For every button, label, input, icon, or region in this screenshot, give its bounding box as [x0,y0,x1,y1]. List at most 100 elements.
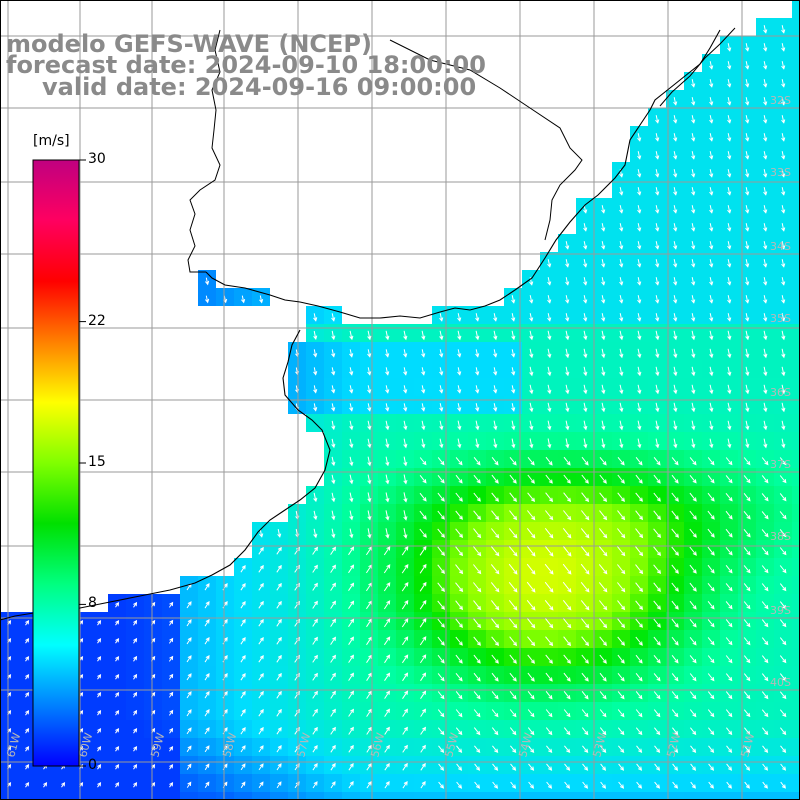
wind-arrow [455,600,464,611]
wind-arrow [204,655,210,663]
wind-speed-cell [162,738,180,756]
wind-arrow [761,529,769,538]
wind-arrow [727,97,732,106]
wind-speed-cell [738,792,756,800]
wind-arrow [781,61,786,70]
wind-arrow [527,709,535,718]
wind-speed-cell [792,54,800,72]
wind-arrow [671,618,679,628]
wind-arrow [276,564,282,573]
wind-arrow [655,205,660,214]
wind-arrow [599,709,607,718]
wind-arrow [437,691,445,700]
wind-speed-cell [432,648,450,666]
wind-speed-cell [684,540,702,558]
wind-speed-cell [432,756,450,774]
wind-arrow [617,654,625,664]
wind-arrow [133,781,138,788]
wind-arrow [709,330,714,341]
wind-arrow [508,581,518,593]
wind-speed-cell [522,558,540,576]
wind-arrow [745,25,750,34]
wind-arrow [780,727,787,736]
wind-speed-cell [450,504,468,522]
wind-arrow [745,366,750,377]
wind-arrow [689,564,697,574]
wind-arrow [439,420,444,431]
wind-speed-cell [576,558,594,576]
wind-arrow [348,744,354,753]
wind-arrow [544,563,554,575]
wind-speed-cell [666,666,684,684]
wind-arrow [635,636,643,646]
wind-speed-cell [648,594,666,612]
longitude-label: 52W [664,731,683,759]
wind-arrow [456,781,463,789]
wind-speed-cell [630,756,648,774]
wind-speed-cell [126,792,144,800]
wind-arrow [133,637,138,644]
wind-speed-cell [180,792,198,800]
wind-speed-cell [648,486,666,504]
wind-arrow [779,601,787,610]
wind-arrow [401,636,409,646]
wind-arrow [601,402,606,413]
wind-arrow [672,781,679,789]
wind-arrow [690,727,697,736]
wind-arrow [761,457,769,466]
wind-arrow [490,582,500,593]
wind-speed-cell [54,792,72,800]
wind-arrow [709,151,714,160]
wind-arrow [601,241,606,250]
wind-speed-cell [468,450,486,468]
wind-arrow [204,745,210,753]
wind-arrow [654,781,661,789]
wind-arrow [509,636,518,647]
wind-speed-cell [0,756,18,774]
wind-arrow [635,582,644,593]
wind-arrow [133,673,138,680]
wind-arrow [727,43,732,52]
wind-arrow [781,241,786,250]
wind-arrow [493,438,498,449]
wind-speed-cell [504,756,522,774]
wind-arrow [437,673,445,682]
wind-arrow [366,744,372,753]
wind-speed-cell [720,756,738,774]
wind-speed-cell [90,774,108,792]
wind-arrow [366,672,372,681]
wind-speed-cell [666,702,684,720]
wind-arrow [277,528,282,538]
wind-speed-cell [666,486,684,504]
wind-arrow [671,673,679,682]
wind-speed-cell [720,504,738,522]
wind-arrow [601,223,606,232]
wind-arrow [403,403,408,412]
wind-arrow [473,654,481,664]
wind-speed-cell [666,630,684,648]
wind-arrow [599,636,607,647]
wind-arrow [709,61,714,70]
wind-arrow [779,547,787,556]
wind-speed-cell [756,540,774,558]
wind-arrow [726,781,732,789]
wind-arrow [673,348,678,359]
wind-arrow [455,492,463,502]
wind-speed-cell [792,90,800,108]
wind-arrow [564,781,571,789]
wind-arrow [635,528,644,539]
wind-arrow [601,259,606,268]
wind-arrow [312,654,318,663]
wind-speed-cell [504,576,522,594]
wind-arrow [511,420,516,431]
wind-arrow [544,599,554,611]
wind-speed-cell [450,522,468,540]
wind-arrow [673,205,678,214]
wind-arrow [763,420,768,431]
wind-arrow [259,295,264,304]
wind-arrow [671,709,679,718]
wind-speed-cell [108,612,126,630]
wind-arrow [544,527,554,539]
wind-arrow [527,456,535,466]
wind-speed-cell [468,666,486,684]
